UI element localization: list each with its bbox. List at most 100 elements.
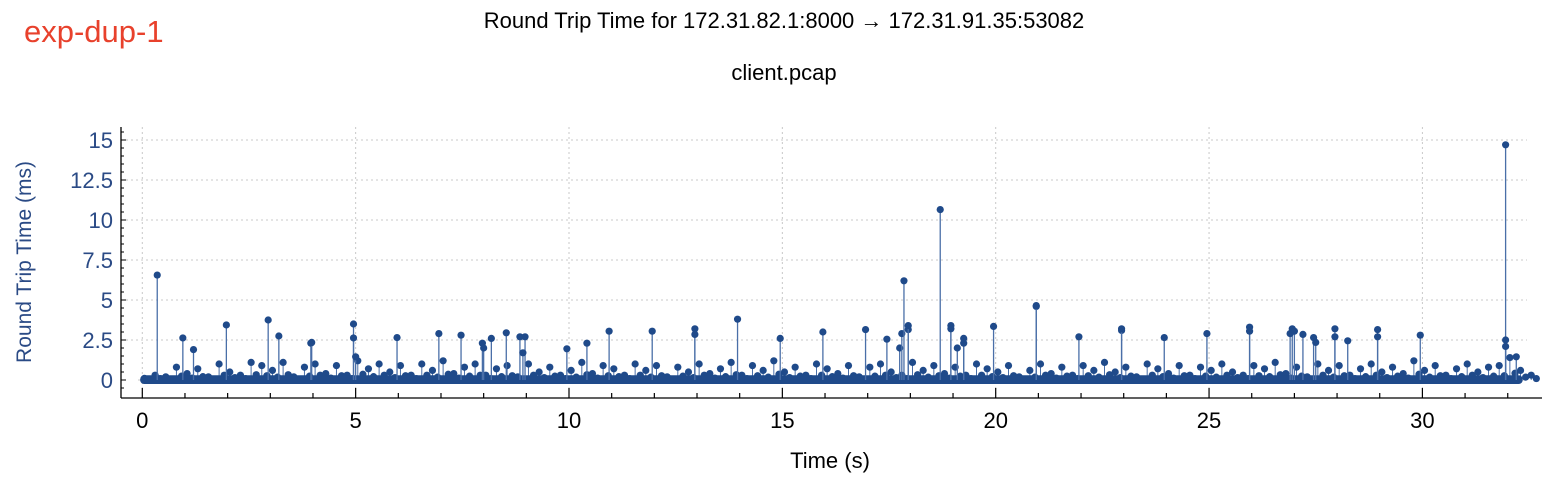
data-point [1373, 333, 1382, 341]
data-point [1203, 330, 1211, 338]
data-point [386, 368, 394, 376]
x-tick-label: 0 [136, 408, 148, 433]
data-point [776, 334, 784, 342]
y-tick-label: 10 [89, 208, 113, 233]
data-point [1032, 302, 1040, 310]
data-point [1299, 330, 1307, 338]
data-point [1100, 358, 1109, 366]
x-axis-label: Time (s) [790, 448, 870, 473]
data-point [1527, 371, 1535, 379]
data-point [583, 339, 591, 347]
data-point [1378, 368, 1386, 376]
data-point [1388, 363, 1397, 371]
data-point [487, 334, 495, 342]
data-point [194, 365, 202, 373]
data-point [258, 362, 266, 370]
data-point [908, 358, 917, 366]
data-point [279, 358, 287, 366]
data-point [457, 331, 465, 339]
data-point [823, 365, 831, 373]
data-point [349, 320, 358, 328]
data-point [1004, 362, 1013, 370]
data-point [605, 327, 613, 335]
data-point [546, 363, 554, 371]
data-point [364, 365, 373, 373]
data-point [1079, 362, 1087, 370]
data-point [153, 271, 161, 279]
data-point [691, 325, 699, 333]
data-point [1090, 366, 1098, 374]
data-point [691, 330, 699, 338]
data-point [535, 368, 543, 376]
data-point [275, 332, 283, 340]
chart-title: Round Trip Time for 172.31.82.1:8000 → 1… [483, 8, 1085, 33]
data-point [503, 362, 511, 370]
data-point [1160, 334, 1168, 342]
data-point [1495, 362, 1503, 370]
x-tick-label: 10 [557, 408, 581, 433]
data-point [983, 365, 991, 373]
data-point [919, 366, 927, 374]
data-point [439, 357, 447, 365]
data-point [1410, 357, 1418, 365]
data-point [524, 360, 533, 368]
experiment-tag: exp-dup-1 [24, 14, 164, 49]
data-point [883, 335, 891, 343]
data-point [480, 344, 488, 352]
data-point [578, 358, 586, 366]
data-point [887, 368, 895, 376]
data-point [1522, 373, 1530, 381]
data-point [748, 362, 757, 370]
data-point [1474, 368, 1482, 376]
data-point [844, 362, 853, 370]
data-point [1250, 362, 1258, 370]
data-point [1331, 325, 1339, 333]
data-point [1532, 374, 1540, 383]
data-point [994, 368, 1002, 376]
y-tick-label: 15 [89, 128, 113, 153]
data-point [1058, 363, 1066, 371]
data-point [1312, 338, 1320, 346]
data-point [215, 360, 223, 368]
x-tick-label: 5 [350, 408, 362, 433]
data-point [947, 325, 955, 333]
data-point [1271, 358, 1279, 366]
data-point [247, 358, 255, 366]
data-point [1502, 342, 1510, 350]
data-point [1026, 366, 1034, 374]
data-marks [140, 141, 1540, 384]
y-axis-label: Round Trip Time (ms) [13, 161, 36, 363]
data-point [1290, 327, 1298, 335]
data-point [189, 346, 198, 354]
data-point [1367, 360, 1375, 368]
data-point [727, 358, 735, 366]
data-point [695, 360, 703, 368]
data-point [1516, 366, 1525, 374]
data-point [861, 326, 870, 334]
data-point [179, 334, 187, 342]
chart-subtitle: client.pcap [731, 60, 837, 85]
data-point [349, 334, 358, 342]
data-point [502, 329, 510, 337]
data-point [1324, 366, 1333, 374]
data-point [989, 322, 998, 330]
x-tick-label: 15 [770, 408, 794, 433]
data-point [812, 360, 821, 368]
data-point [610, 365, 618, 373]
data-point [226, 368, 234, 376]
data-point [1196, 363, 1205, 371]
data-point [1075, 333, 1083, 341]
data-point [642, 366, 650, 374]
data-point [936, 206, 944, 214]
data-point [268, 366, 277, 374]
y-tick-label: 7.5 [82, 248, 113, 273]
data-point [1463, 360, 1471, 368]
data-point [759, 366, 767, 374]
data-point [1431, 362, 1439, 370]
data-point [953, 344, 961, 352]
data-point [393, 334, 401, 342]
data-point [770, 357, 778, 365]
data-point [684, 368, 693, 376]
data-point [332, 362, 341, 370]
